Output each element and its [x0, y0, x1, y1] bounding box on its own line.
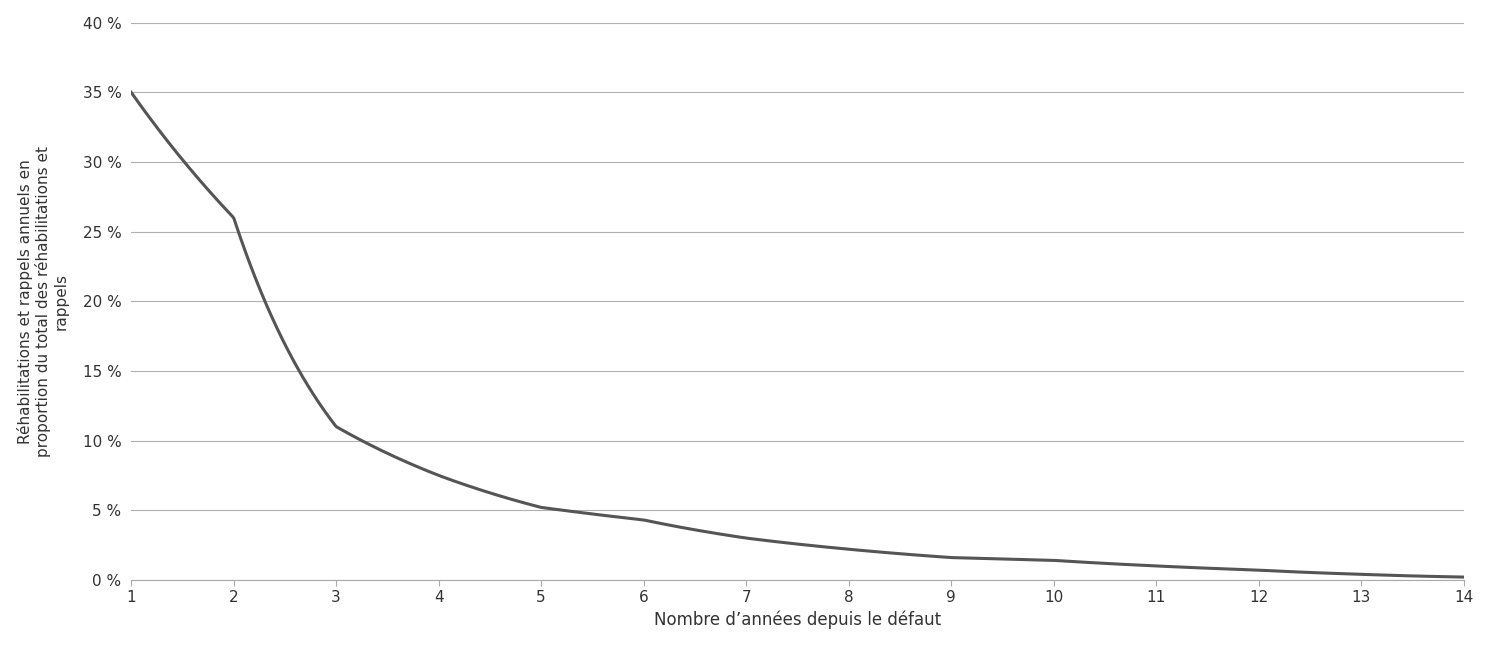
- X-axis label: Nombre d’années depuis le défaut: Nombre d’années depuis le défaut: [654, 611, 942, 629]
- Y-axis label: Réhabilitations et rappels annuels en
proportion du total des réhabilitations et: Réhabilitations et rappels annuels en pr…: [16, 146, 69, 457]
